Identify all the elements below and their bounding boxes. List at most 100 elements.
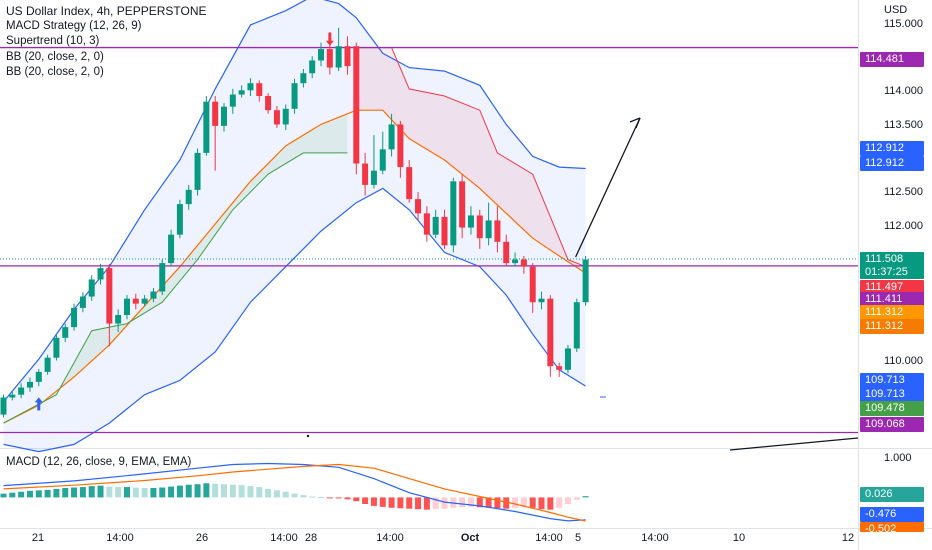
candle-body (547, 298, 554, 367)
candle-body (353, 46, 360, 164)
candle-body (467, 215, 474, 228)
macd-histogram-bar (203, 483, 210, 498)
candle-body (168, 234, 175, 264)
price-tick: 112.500 (884, 186, 923, 198)
trendline-drawing (729, 437, 859, 451)
macd-histogram-bar (88, 486, 95, 498)
macd-histogram-bar (62, 488, 69, 498)
price-tick: 113.500 (884, 119, 923, 131)
price-tag-bb-upper: 112.912 (860, 141, 924, 156)
macd-histogram-bar (459, 497, 466, 508)
candle-body (247, 83, 254, 91)
price-tag-hline-top: 114.481 (860, 52, 924, 67)
candle-body (273, 110, 280, 125)
candle-body (256, 83, 263, 96)
macd-histogram-bar (406, 497, 413, 509)
candle-body (53, 337, 60, 358)
candle-body (529, 266, 536, 303)
candle-body (326, 49, 333, 68)
supertrend-down-line (356, 47, 586, 268)
macd-histogram-bar (282, 491, 289, 498)
supertrend-down-fill (356, 47, 586, 274)
macd-histogram-bar (168, 486, 175, 498)
candle-body (26, 381, 33, 388)
candle-body (564, 348, 571, 370)
macd-histogram-bar (370, 497, 377, 506)
time-tick: 12 (841, 532, 855, 544)
price-tag-bb-basis-2: 111.312 (860, 319, 924, 334)
macd-histogram-bar (556, 497, 563, 508)
time-tick: 14:00 (376, 532, 404, 544)
candle-body (0, 397, 7, 415)
time-tick: 28 (304, 532, 318, 544)
candle-body (35, 371, 42, 382)
macd-histogram-bar (185, 484, 192, 498)
symbol-title[interactable]: US Dollar Index, 4h, PEPPERSTONE (6, 4, 207, 18)
candle-body (415, 199, 422, 214)
candle-body (44, 357, 51, 372)
candle-body (88, 279, 95, 297)
macd-histogram-bar (344, 497, 351, 500)
sell-signal-arrow (325, 32, 334, 46)
candle-body (485, 220, 492, 239)
price-tag-supertrend: 111.497 (860, 280, 924, 295)
candle-body (397, 124, 404, 168)
candle-body (573, 302, 580, 349)
macd-histogram-bar (132, 487, 139, 498)
candle-body (406, 167, 413, 200)
legend-supertrend[interactable]: Supertrend (10, 3) (6, 35, 100, 48)
supertrend-up-line (3, 152, 348, 424)
currency-label: USD (884, 4, 908, 16)
candle-body (123, 298, 130, 316)
candle-body (18, 387, 25, 395)
countdown-timer: 01:37:25 (865, 266, 908, 278)
candle-body (538, 298, 545, 303)
candle-body (432, 216, 439, 235)
candle-body (185, 189, 192, 205)
legend-bb-1[interactable]: BB (20, close, 2, 0) (6, 50, 104, 63)
projection-arrow-line (575, 117, 641, 258)
macd-histogram-bar (79, 487, 86, 498)
candle-body (318, 49, 325, 61)
legend-bb-2[interactable]: BB (20, close, 2, 0) (6, 65, 104, 78)
candle-body (221, 106, 227, 126)
macd-histogram-bar (53, 488, 60, 498)
price-tick: 110.000 (884, 355, 923, 367)
macd-histogram-bar (423, 497, 430, 510)
macd-histogram-bar (18, 491, 25, 498)
macd-histogram-bar (379, 497, 386, 507)
macd-histogram-bar (256, 487, 263, 498)
macd-histogram-bar (291, 493, 298, 498)
macd-histogram-bar (273, 490, 280, 498)
macd-histogram-bar (150, 488, 157, 498)
projection-arrow-head (629, 117, 641, 129)
legend-macd-strategy[interactable]: MACD Strategy (12, 26, 9) (6, 20, 142, 33)
candle-body (79, 296, 86, 308)
macd-histogram-bar (520, 497, 527, 508)
macd-histogram-bar (353, 497, 360, 502)
candle-body (503, 241, 510, 264)
macd-histogram-bar (529, 497, 536, 508)
candle-body (176, 204, 183, 235)
macd-legend[interactable]: MACD (12, 26, close, 9, EMA, EMA) (6, 456, 192, 468)
candle-body (203, 101, 210, 153)
macd-histogram-bar (265, 488, 272, 498)
macd-histogram-bar (441, 497, 448, 509)
macd-histogram-bar (388, 497, 395, 508)
price-tick: 114.000 (884, 85, 923, 97)
macd-line (3, 462, 586, 522)
time-tick: Oct (460, 532, 480, 544)
macd-tag-histogram: 0.026 (860, 487, 924, 502)
candle-body (494, 220, 501, 242)
macd-histogram-bar (44, 489, 51, 498)
macd-histogram-bar (26, 490, 33, 498)
candle-body (150, 291, 157, 299)
time-tick: 14:00 (270, 532, 298, 544)
macd-histogram-bar (318, 496, 325, 498)
bollinger-lower-line (3, 187, 586, 453)
candle-body (300, 73, 307, 84)
candle-body (9, 394, 16, 398)
candle-body (441, 216, 448, 246)
macd-signal-line (3, 463, 586, 522)
